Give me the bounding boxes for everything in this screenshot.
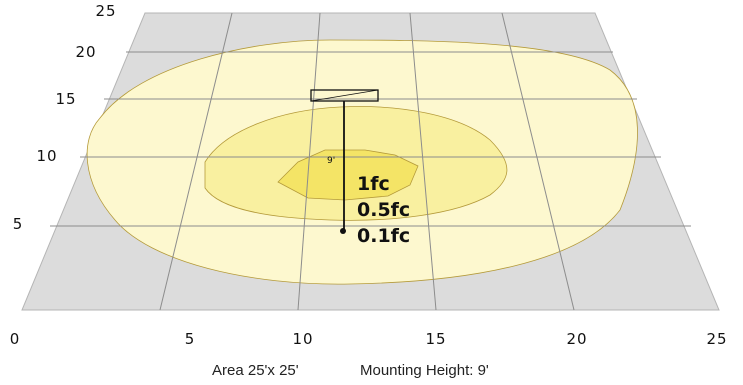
y-tick-5: 5	[13, 215, 24, 233]
caption-mounting-height: Mounting Height: 9'	[360, 362, 489, 379]
y-tick-25: 25	[95, 2, 116, 20]
y-tick-10: 10	[36, 147, 57, 165]
contour-1fc	[277, 149, 419, 201]
pole-base	[340, 228, 346, 234]
x-tick-20: 20	[566, 330, 587, 348]
level-label-0.1fc: 0.1fc	[357, 225, 410, 247]
x-tick-25: 25	[706, 330, 727, 348]
height-marker: 9'	[327, 156, 335, 166]
level-label-0.5fc: 0.5fc	[357, 199, 410, 221]
fixture-diagonal	[310, 89, 379, 102]
y-tick-15: 15	[55, 90, 76, 108]
grid-line-x20	[501, 12, 575, 311]
grid-line-x10	[297, 12, 321, 311]
floor-grid	[50, 12, 691, 311]
x-tick-10: 10	[292, 330, 313, 348]
grid-line-x5	[159, 12, 233, 311]
x-tick-5: 5	[185, 330, 196, 348]
y-tick-20: 20	[75, 43, 96, 61]
x-tick-0: 0	[10, 330, 21, 348]
caption-area: Area 25'x 25'	[212, 362, 299, 379]
x-tick-15: 15	[425, 330, 446, 348]
level-label-1fc: 1fc	[357, 173, 390, 195]
grid-line-x15	[409, 12, 437, 311]
